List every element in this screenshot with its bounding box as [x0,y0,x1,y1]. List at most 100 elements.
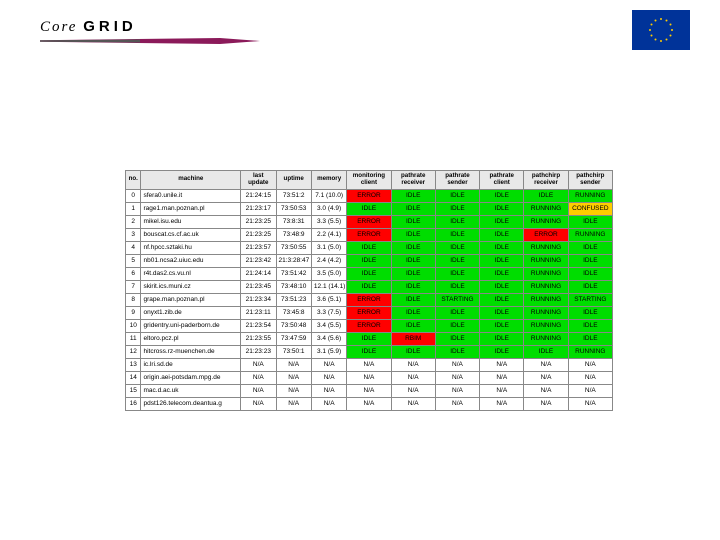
cell-machine: sfera0.unile.it [141,189,241,202]
col-1: machine [141,171,241,190]
logo-grid: GRID [83,18,137,35]
cell-status-4: RUNNING [524,267,568,280]
cell-machine: onyxt1.zib.de [141,306,241,319]
cell-last-update: 21:24:15 [241,189,276,202]
table-row: 7skirit.ics.muni.cz21:23:4573:48:1012.1 … [126,280,613,293]
status-table-container: no.machinelast updateuptimememorymonitor… [125,170,613,411]
cell-status-3: IDLE [480,306,524,319]
cell-status-3: IDLE [480,202,524,215]
cell-status-2: IDLE [435,228,479,241]
cell-status-4: RUNNING [524,215,568,228]
cell-status-1: N/A [391,384,435,397]
cell-status-1: RBIM [391,332,435,345]
cell-status-1: IDLE [391,215,435,228]
cell-status-0: IDLE [347,332,391,345]
cell-status-0: IDLE [347,280,391,293]
cell-no: 2 [126,215,141,228]
cell-status-4: RUNNING [524,332,568,345]
cell-status-2: IDLE [435,202,479,215]
col-8: pathrate client [480,171,524,190]
cell-machine: r4t.das2.cs.vu.nl [141,267,241,280]
cell-no: 0 [126,189,141,202]
cell-status-5: N/A [568,384,612,397]
cell-memory: 3.1 (5.9) [311,345,346,358]
cell-uptime: N/A [276,371,311,384]
cell-status-3: IDLE [480,189,524,202]
cell-memory: 2.4 (4.2) [311,254,346,267]
table-row: 13ic.lri.sd.deN/AN/AN/AN/AN/AN/AN/AN/AN/… [126,358,613,371]
cell-status-4: RUNNING [524,293,568,306]
cell-status-1: N/A [391,371,435,384]
col-6: pathrate receiver [391,171,435,190]
cell-status-0: ERROR [347,189,391,202]
cell-status-5: IDLE [568,319,612,332]
cell-uptime: 73:51:2 [276,189,311,202]
cell-status-5: N/A [568,371,612,384]
logo-underline [40,38,260,44]
cell-status-3: N/A [480,384,524,397]
col-7: pathrate sender [435,171,479,190]
cell-status-2: IDLE [435,319,479,332]
cell-status-3: IDLE [480,293,524,306]
cell-status-3: IDLE [480,254,524,267]
cell-machine: eltoro.pcz.pl [141,332,241,345]
cell-status-3: IDLE [480,345,524,358]
cell-status-5: IDLE [568,254,612,267]
cell-status-3: IDLE [480,332,524,345]
cell-status-5: N/A [568,358,612,371]
cell-machine: mac.d.ac.uk [141,384,241,397]
cell-status-2: IDLE [435,241,479,254]
logo-core: Core [40,19,77,35]
cell-last-update: 21:23:42 [241,254,276,267]
cell-no: 9 [126,306,141,319]
cell-no: 13 [126,358,141,371]
cell-last-update: N/A [241,384,276,397]
col-2: last update [241,171,276,190]
cell-uptime: 73:51:23 [276,293,311,306]
cell-status-1: IDLE [391,306,435,319]
cell-no: 10 [126,319,141,332]
cell-status-0: ERROR [347,306,391,319]
cell-status-3: IDLE [480,319,524,332]
cell-last-update: N/A [241,358,276,371]
cell-memory: 3.5 (5.0) [311,267,346,280]
cell-last-update: 21:24:14 [241,267,276,280]
table-row: 5nb01.ncsa2.uiuc.edu21:23:4221:3:28:472.… [126,254,613,267]
cell-memory: N/A [311,358,346,371]
table-row: 1rage1.man.poznan.pl21:23:1773:50:533.0 … [126,202,613,215]
cell-no: 12 [126,345,141,358]
cell-status-1: IDLE [391,228,435,241]
cell-status-1: IDLE [391,202,435,215]
cell-status-1: IDLE [391,293,435,306]
col-4: memory [311,171,346,190]
cell-status-3: IDLE [480,280,524,293]
cell-status-1: N/A [391,397,435,410]
cell-no: 15 [126,384,141,397]
cell-status-4: ERROR [524,228,568,241]
cell-status-5: RUNNING [568,228,612,241]
cell-no: 5 [126,254,141,267]
cell-last-update: 21:23:25 [241,215,276,228]
cell-status-2: N/A [435,371,479,384]
cell-status-2: N/A [435,358,479,371]
cell-status-0: ERROR [347,228,391,241]
cell-status-2: N/A [435,397,479,410]
cell-status-5: STARTING [568,293,612,306]
table-row: 8grape.man.poznan.pl21:23:3473:51:233.6 … [126,293,613,306]
cell-machine: grape.man.poznan.pl [141,293,241,306]
cell-uptime: 73:50:48 [276,319,311,332]
col-0: no. [126,171,141,190]
cell-status-5: CONFUSED [568,202,612,215]
cell-last-update: 21:23:57 [241,241,276,254]
cell-status-2: IDLE [435,215,479,228]
cell-status-2: IDLE [435,306,479,319]
cell-memory: N/A [311,397,346,410]
cell-uptime: N/A [276,358,311,371]
cell-status-2: IDLE [435,280,479,293]
table-row: 12hitcross.rz-muenchen.de21:23:2373:50:1… [126,345,613,358]
cell-no: 8 [126,293,141,306]
table-row: 3bouscat.cs.cf.ac.uk21:23:2573:48:92.2 (… [126,228,613,241]
table-row: 11eltoro.pcz.pl21:23:5573:47:593.4 (5.6)… [126,332,613,345]
table-row: 0sfera0.unile.it21:24:1573:51:27.1 (10.0… [126,189,613,202]
cell-uptime: 21:3:28:47 [276,254,311,267]
